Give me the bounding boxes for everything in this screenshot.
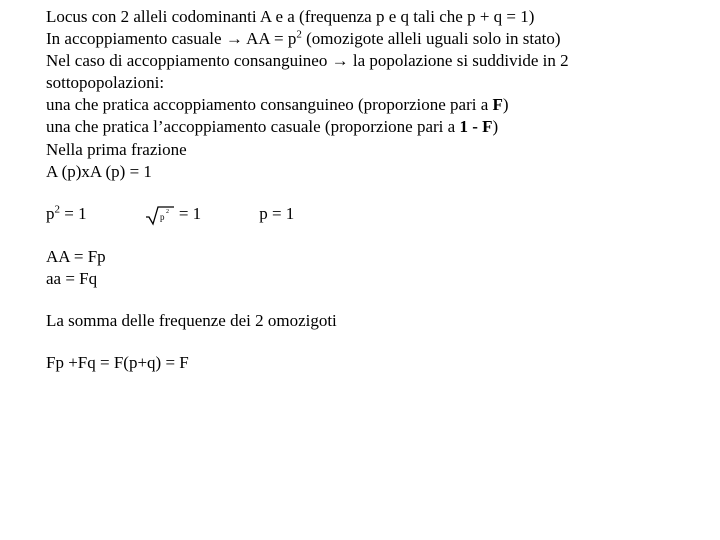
slide-body: Locus con 2 alleli codominanti A e a (fr… xyxy=(0,0,720,380)
spacer xyxy=(46,183,674,203)
bold-text: 1 - F xyxy=(459,117,492,136)
sqrt-icon: p 2 xyxy=(145,204,175,226)
text: Locus con 2 alleli codominanti A e a (fr… xyxy=(46,7,534,26)
spacer xyxy=(46,332,674,352)
paragraph-line: AA = Fp xyxy=(46,246,674,268)
text: AA = Fp xyxy=(46,247,106,266)
text: aa = Fq xyxy=(46,269,97,288)
equation: p 2 = 1 xyxy=(145,203,202,226)
equation: p2 = 1 xyxy=(46,203,87,225)
arrow-icon: → xyxy=(226,29,243,48)
text: = 1 xyxy=(179,204,201,223)
paragraph-line: una che pratica accoppiamento consanguin… xyxy=(46,94,674,116)
text: ) xyxy=(493,117,499,136)
paragraph-line: In accoppiamento casuale → AA = p2 (omoz… xyxy=(46,28,674,50)
paragraph-line: Nel caso di accoppiamento consanguineo →… xyxy=(46,50,674,94)
paragraph-line: A (p)xA (p) = 1 xyxy=(46,161,674,183)
text: = 1 xyxy=(60,204,87,223)
paragraph-line: La somma delle frequenze dei 2 omozigoti xyxy=(46,310,674,332)
text: In accoppiamento casuale xyxy=(46,29,226,48)
text: p = 1 xyxy=(259,204,294,223)
svg-text:p: p xyxy=(160,212,165,222)
equation: p = 1 xyxy=(259,203,294,225)
spacer xyxy=(46,290,674,310)
paragraph-line: Locus con 2 alleli codominanti A e a (fr… xyxy=(46,6,674,28)
svg-text:2: 2 xyxy=(166,209,169,215)
text: A (p)xA (p) = 1 xyxy=(46,162,152,181)
text: Fp +Fq = F(p+q) = F xyxy=(46,353,189,372)
paragraph-line: Fp +Fq = F(p+q) = F xyxy=(46,352,674,374)
paragraph-line: aa = Fq xyxy=(46,268,674,290)
text: Nella prima frazione xyxy=(46,140,187,159)
arrow-icon: → xyxy=(332,51,349,70)
text: (omozigote alleli uguali solo in stato) xyxy=(302,29,561,48)
text: p xyxy=(46,204,55,223)
spacer xyxy=(46,226,674,246)
bold-text: F xyxy=(493,95,503,114)
text: una che pratica accoppiamento consanguin… xyxy=(46,95,493,114)
text: ) xyxy=(503,95,509,114)
text: una che pratica l’accoppiamento casuale … xyxy=(46,117,459,136)
text: La somma delle frequenze dei 2 omozigoti xyxy=(46,311,337,330)
equation-row: p2 = 1 p 2 = 1 p = 1 xyxy=(46,203,674,226)
text: AA = p xyxy=(243,29,297,48)
paragraph-line: Nella prima frazione xyxy=(46,139,674,161)
paragraph-line: una che pratica l’accoppiamento casuale … xyxy=(46,116,674,138)
text: Nel caso di accoppiamento consanguineo xyxy=(46,51,332,70)
